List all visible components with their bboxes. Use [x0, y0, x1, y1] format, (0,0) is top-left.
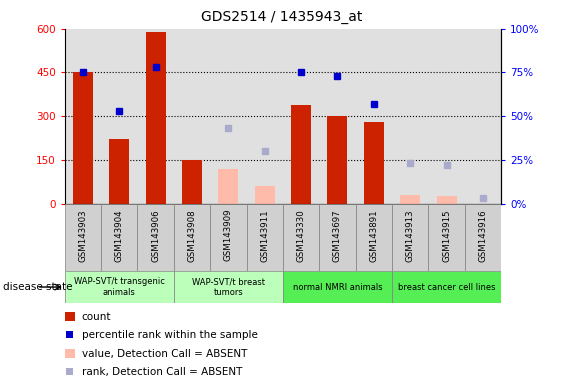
Bar — [283, 204, 319, 271]
Bar — [65, 204, 101, 271]
Bar — [101, 204, 137, 271]
Bar — [291, 104, 311, 204]
Bar — [392, 204, 428, 271]
Text: count: count — [82, 312, 111, 322]
Text: GSM143911: GSM143911 — [260, 209, 269, 262]
Bar — [400, 195, 420, 204]
Bar — [464, 204, 501, 271]
Bar — [364, 122, 384, 204]
Bar — [436, 196, 457, 204]
Bar — [146, 32, 166, 204]
Text: normal NMRI animals: normal NMRI animals — [293, 283, 382, 291]
Text: GSM143916: GSM143916 — [479, 209, 488, 262]
Bar — [254, 186, 275, 204]
Bar — [174, 204, 210, 271]
Bar — [392, 271, 501, 303]
Text: GSM143913: GSM143913 — [406, 209, 415, 262]
Text: percentile rank within the sample: percentile rank within the sample — [82, 330, 257, 340]
Bar — [109, 139, 129, 204]
Bar — [137, 204, 174, 271]
Bar — [283, 271, 392, 303]
Text: GSM143891: GSM143891 — [369, 209, 378, 262]
Text: GSM143915: GSM143915 — [442, 209, 451, 262]
Bar — [328, 116, 347, 204]
Text: disease state: disease state — [3, 282, 72, 292]
Text: WAP-SVT/t transgenic
animals: WAP-SVT/t transgenic animals — [74, 277, 165, 297]
Text: WAP-SVT/t breast
tumors: WAP-SVT/t breast tumors — [192, 277, 265, 297]
Text: GSM143330: GSM143330 — [297, 209, 306, 262]
Bar — [73, 73, 93, 204]
Bar — [428, 204, 464, 271]
Text: GSM143903: GSM143903 — [78, 209, 87, 262]
Text: value, Detection Call = ABSENT: value, Detection Call = ABSENT — [82, 349, 247, 359]
Text: GSM143909: GSM143909 — [224, 209, 233, 262]
Text: rank, Detection Call = ABSENT: rank, Detection Call = ABSENT — [82, 367, 242, 377]
Text: breast cancer cell lines: breast cancer cell lines — [398, 283, 495, 291]
Bar — [174, 271, 283, 303]
Bar — [319, 204, 356, 271]
Bar — [356, 204, 392, 271]
Bar — [210, 204, 247, 271]
Text: GSM143904: GSM143904 — [115, 209, 124, 262]
Bar — [247, 204, 283, 271]
Text: GSM143906: GSM143906 — [151, 209, 160, 262]
Text: GSM143908: GSM143908 — [187, 209, 196, 262]
Bar — [65, 271, 174, 303]
Text: GSM143697: GSM143697 — [333, 209, 342, 262]
Bar — [218, 169, 238, 204]
Bar — [182, 160, 202, 204]
Text: GDS2514 / 1435943_at: GDS2514 / 1435943_at — [201, 10, 362, 23]
